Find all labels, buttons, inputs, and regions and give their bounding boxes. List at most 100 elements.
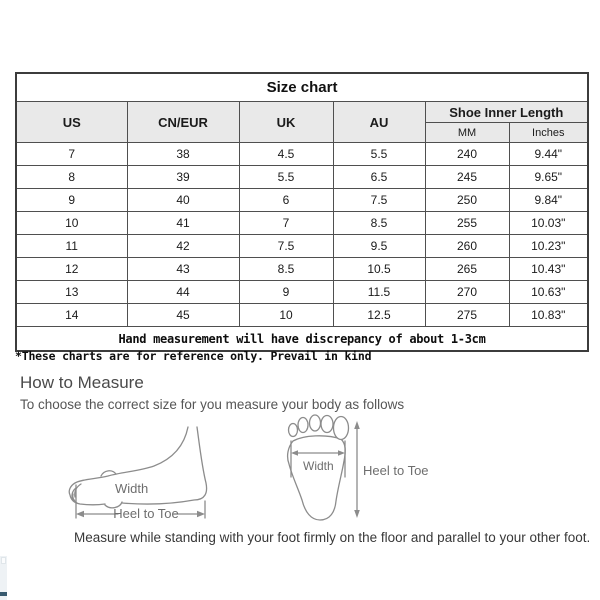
size-cell: 255 — [424, 211, 510, 235]
size-cell: 12 — [15, 257, 128, 281]
size-cell: 10.23" — [508, 234, 589, 258]
size-cell: 250 — [424, 188, 510, 212]
heel-to-toe-label: Heel to Toe — [363, 463, 429, 478]
arrowhead-right-icon — [338, 450, 345, 456]
size-cell: 44 — [126, 280, 240, 304]
toe — [297, 416, 309, 434]
size-cell: 43 — [126, 257, 240, 281]
size-cell: 10.5 — [332, 257, 426, 281]
size-cell: 9 — [15, 188, 128, 212]
size-cell: 10 — [15, 211, 128, 235]
column-header-mm: MM — [424, 122, 510, 143]
foot-outline-back — [121, 426, 208, 505]
size-row: 11 42 7.5 9.5 260 10.23" — [15, 234, 589, 258]
foot-sole-arch — [104, 501, 123, 509]
size-cell: 245 — [424, 165, 510, 189]
arrowhead-left-icon — [76, 510, 84, 518]
measure-instruction-caption: Measure while standing with your foot fi… — [74, 530, 591, 545]
size-cell: 8.5 — [332, 211, 426, 235]
size-cell: 9.44" — [508, 142, 589, 166]
size-cell: 6 — [238, 188, 334, 212]
size-cell: 7.5 — [238, 234, 334, 258]
edge-fragment-bar — [0, 592, 7, 596]
table-subheader-row: MM Inches — [16, 122, 589, 143]
reference-disclaimer: *These charts are for reference only. Pr… — [15, 349, 372, 363]
toe — [308, 414, 322, 432]
size-cell: 11.5 — [332, 280, 426, 304]
size-cell: 8.5 — [238, 257, 334, 281]
size-cell: 9 — [238, 280, 334, 304]
toe — [320, 414, 334, 434]
size-cell: 5.5 — [332, 142, 426, 166]
foot-top-view-diagram: Width Heel to Toe — [286, 414, 429, 521]
big-toe — [332, 415, 350, 441]
page-edge-artifact — [0, 556, 7, 600]
size-cell: 7 — [15, 142, 128, 166]
size-cell: 270 — [424, 280, 510, 304]
size-cell: 45 — [126, 303, 240, 327]
foot-side-view-diagram: Width Heel to Toe — [68, 426, 208, 521]
size-row: 8 39 5.5 6.5 245 9.65" — [15, 165, 589, 189]
toe-knuckle-bump — [100, 470, 117, 477]
size-chart-title: Size chart — [15, 72, 589, 102]
size-cell: 12.5 — [332, 303, 426, 327]
size-row: 12 43 8.5 10.5 265 10.43" — [15, 257, 589, 281]
broken-image-icon — [1, 557, 6, 564]
size-cell: 10.83" — [508, 303, 589, 327]
column-header-inches: Inches — [508, 122, 589, 143]
width-label: Width — [303, 459, 334, 473]
table-title-row: Size chart — [15, 72, 589, 102]
toe-crease — [71, 487, 77, 501]
size-cell: 41 — [126, 211, 240, 235]
table-footnote-row: Hand measurement will have discrepancy o… — [15, 326, 589, 352]
size-cell: 5.5 — [238, 165, 334, 189]
column-header-us: US — [15, 101, 128, 143]
column-header-uk: UK — [238, 101, 334, 143]
arrowhead-down-icon — [354, 510, 360, 518]
size-cell: 38 — [126, 142, 240, 166]
table-header-row: US CN/EUR UK AU Shoe Inner Length — [15, 101, 589, 143]
size-cell: 9.5 — [332, 234, 426, 258]
size-chart-table: Size chart US CN/EUR UK AU Shoe Inner Le… — [15, 72, 590, 352]
size-row: 14 45 10 12.5 275 10.83" — [15, 303, 589, 327]
column-header-au: AU — [332, 101, 426, 143]
size-cell: 8 — [15, 165, 128, 189]
size-cell: 4.5 — [238, 142, 334, 166]
width-label: Width — [115, 481, 148, 496]
footprint-outline — [286, 435, 346, 521]
arrowhead-up-icon — [354, 421, 360, 429]
size-cell: 10.03" — [508, 211, 589, 235]
how-to-measure-subheading: To choose the correct size for you measu… — [20, 397, 405, 412]
size-cell: 14 — [15, 303, 128, 327]
size-cell: 7 — [238, 211, 334, 235]
size-cell: 7.5 — [332, 188, 426, 212]
foot-outline-front — [68, 426, 189, 506]
size-cell: 9.84" — [508, 188, 589, 212]
size-cell: 40 — [126, 188, 240, 212]
size-cell: 13 — [15, 280, 128, 304]
size-cell: 275 — [424, 303, 510, 327]
heel-to-toe-label: Heel to Toe — [113, 506, 179, 521]
column-header-cneur: CN/EUR — [126, 101, 240, 143]
size-row: 9 40 6 7.5 250 9.84" — [15, 188, 589, 212]
size-cell: 39 — [126, 165, 240, 189]
measurement-discrepancy-note: Hand measurement will have discrepancy o… — [15, 326, 589, 352]
size-cell: 6.5 — [332, 165, 426, 189]
size-cell: 10.43" — [508, 257, 589, 281]
size-cell: 11 — [15, 234, 128, 258]
size-cell: 9.65" — [508, 165, 589, 189]
size-cell: 240 — [424, 142, 510, 166]
size-cell: 10 — [238, 303, 334, 327]
how-to-measure-heading: How to Measure — [20, 373, 144, 392]
arrowhead-left-icon — [291, 450, 298, 456]
size-row: 7 38 4.5 5.5 240 9.44" — [15, 142, 589, 166]
size-cell: 10.63" — [508, 280, 589, 304]
column-header-shoe-inner-length: Shoe Inner Length — [424, 101, 589, 123]
toe — [287, 422, 299, 438]
arrowhead-right-icon — [197, 510, 205, 518]
size-cell: 42 — [126, 234, 240, 258]
size-cell: 260 — [424, 234, 510, 258]
size-row: 10 41 7 8.5 255 10.03" — [15, 211, 589, 235]
size-row: 13 44 9 11.5 270 10.63" — [15, 280, 589, 304]
